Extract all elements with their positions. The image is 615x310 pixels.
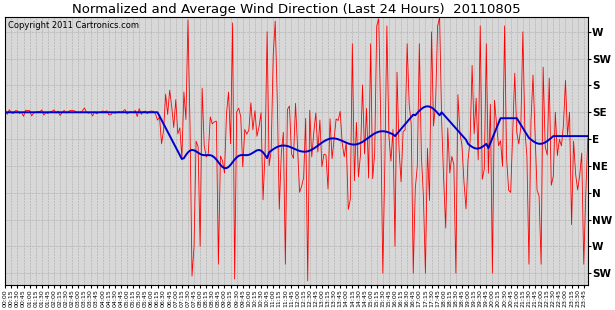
- Text: Copyright 2011 Cartronics.com: Copyright 2011 Cartronics.com: [8, 21, 139, 30]
- Title: Normalized and Average Wind Direction (Last 24 Hours)  20110805: Normalized and Average Wind Direction (L…: [72, 3, 521, 16]
